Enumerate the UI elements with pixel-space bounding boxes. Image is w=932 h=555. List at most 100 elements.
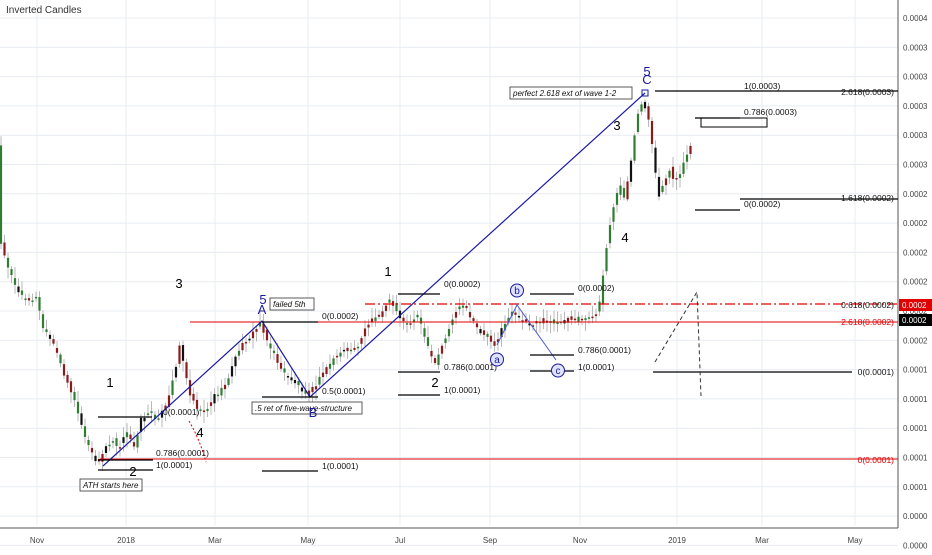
candle-body	[286, 376, 290, 378]
wave-label: a	[494, 355, 500, 366]
wave-label: 4	[196, 425, 203, 440]
candle-body	[479, 329, 482, 334]
y-tick-label: 0.0004	[903, 14, 928, 23]
candle-body	[633, 135, 636, 161]
candle-body	[531, 325, 535, 327]
candle-body	[363, 328, 367, 337]
y-tick-label: 0.0000	[903, 512, 928, 521]
candle-body	[353, 347, 356, 350]
candle-body	[31, 300, 34, 302]
candle-body	[153, 414, 157, 419]
candle-body	[591, 316, 594, 319]
candle-body	[398, 310, 402, 319]
candle-body	[426, 337, 430, 346]
fib-label: 0.5(0.0001)	[322, 386, 366, 396]
candle-body	[13, 278, 17, 285]
blue-abc-small-line	[496, 304, 557, 361]
fib-label: 0(0.0002)	[578, 283, 615, 293]
candle-body	[388, 299, 391, 303]
fib-lines-group	[98, 90, 898, 472]
fib-label: 0.618(0.0002)	[841, 300, 894, 310]
candle-body	[657, 176, 661, 197]
candle-body	[146, 413, 150, 415]
candle-body	[115, 438, 118, 446]
candle-body	[566, 317, 570, 323]
candle-body	[0, 145, 3, 244]
candle-body	[206, 408, 209, 412]
y-tick-label: 0.0003	[903, 43, 928, 52]
candle-body	[122, 437, 125, 443]
wave-label: 4	[621, 230, 628, 245]
annotation-box	[269, 297, 315, 311]
candle-body	[689, 145, 692, 154]
x-tick-label: Nov	[573, 536, 587, 545]
candle-body	[328, 363, 332, 369]
candle-body	[101, 454, 104, 462]
candle-body	[629, 160, 633, 182]
candle-body	[139, 417, 143, 432]
candle-body	[395, 302, 398, 312]
wave-label: 3	[613, 118, 620, 133]
candle-body	[283, 368, 286, 373]
candle-body	[360, 338, 363, 344]
candle-body	[528, 323, 531, 326]
candle-body	[601, 275, 605, 304]
y-tick-label: 0.0002	[903, 219, 928, 228]
candle-body	[87, 439, 90, 446]
candle-body	[272, 350, 276, 354]
wave-label-circle	[490, 352, 504, 367]
candle-body	[342, 349, 346, 352]
y-tick-label: 0.0002	[903, 278, 928, 287]
y-tick-label: 0.0003	[903, 102, 928, 111]
candle-body	[409, 323, 412, 325]
candle-body	[223, 384, 227, 390]
price-marker-label: 0.0002	[902, 316, 927, 325]
x-tick-label: Mar	[755, 536, 769, 545]
candle-body	[6, 257, 10, 268]
candle-body	[80, 413, 83, 425]
candle-body	[671, 166, 675, 179]
candle-body	[230, 366, 234, 377]
candle-body	[318, 376, 321, 385]
candle-body	[213, 394, 216, 404]
candle-body	[437, 354, 440, 365]
candle-body	[94, 455, 97, 462]
candle-body	[34, 296, 38, 299]
candle-body	[167, 395, 171, 407]
candle-body	[297, 381, 300, 386]
y-tick-label: 0.0003	[903, 73, 928, 82]
candle-body	[66, 374, 69, 383]
candle-body	[248, 338, 251, 341]
candle-body	[48, 334, 52, 339]
candle-body	[192, 393, 195, 401]
price-marker-box	[899, 314, 932, 326]
fib-label: 0(0.0002)	[744, 199, 781, 209]
fib-label: 0(0.0001)	[858, 367, 895, 377]
candle-body	[517, 315, 521, 318]
blue-lines-group	[102, 89, 649, 467]
candle-body	[73, 391, 76, 401]
candle-body	[90, 447, 94, 453]
candle-body	[430, 350, 433, 357]
candle-body	[584, 318, 587, 321]
candle-body	[220, 387, 223, 396]
candle-body	[83, 426, 87, 437]
candle-body	[202, 410, 206, 413]
fib-label: 1.618(0.0002)	[841, 193, 894, 203]
candle-body	[300, 387, 304, 392]
candle-body	[465, 305, 468, 309]
candle-body	[573, 318, 577, 321]
candle-body	[468, 312, 472, 318]
blue-anchor-handle	[641, 89, 649, 97]
fib-label: 1(0.0001)	[156, 460, 193, 470]
x-tick-label: Nov	[30, 536, 44, 545]
candle-body	[118, 447, 122, 449]
y-tick-label: 0.0003	[903, 131, 928, 140]
blue-abc-line	[102, 92, 646, 467]
candle-body	[237, 350, 241, 356]
candle-body	[521, 320, 524, 322]
projection-dashed-line	[654, 290, 702, 397]
candle-body	[171, 380, 174, 396]
candle-body	[556, 321, 559, 324]
chart-title: Inverted Candles	[6, 5, 82, 16]
